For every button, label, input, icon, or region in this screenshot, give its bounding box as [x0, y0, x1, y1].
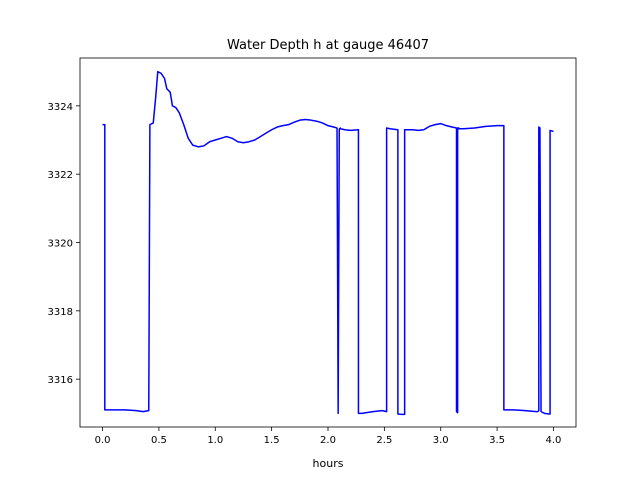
x-tick-label: 4.0: [546, 435, 562, 446]
chart-title: Water Depth h at gauge 46407: [227, 38, 429, 53]
x-axis-title: hours: [313, 457, 344, 470]
x-tick-label: 2.0: [320, 435, 336, 446]
x-tick-label: 3.5: [489, 435, 505, 446]
y-tick-label: 3324: [48, 102, 73, 113]
x-tick-label: 3.0: [433, 435, 449, 446]
x-tick-label: 0.0: [95, 435, 111, 446]
x-tick-label: 1.5: [264, 435, 280, 446]
y-tick-label: 3320: [48, 239, 73, 250]
y-tick-label: 3318: [48, 307, 73, 318]
series-line-0: [102, 70, 554, 416]
y-tick-label: 3322: [48, 170, 73, 181]
y-tick-label: 3316: [48, 375, 73, 386]
x-tick-label: 1.0: [207, 435, 223, 446]
x-tick-label: 2.5: [376, 435, 392, 446]
plot-area: 0.0 0.5 1.0 1.5 2.0 2.5 3.0 3.5 4.0 3316 3318 3320 3…: [48, 57, 577, 446]
x-tick-label: 0.5: [151, 435, 167, 446]
